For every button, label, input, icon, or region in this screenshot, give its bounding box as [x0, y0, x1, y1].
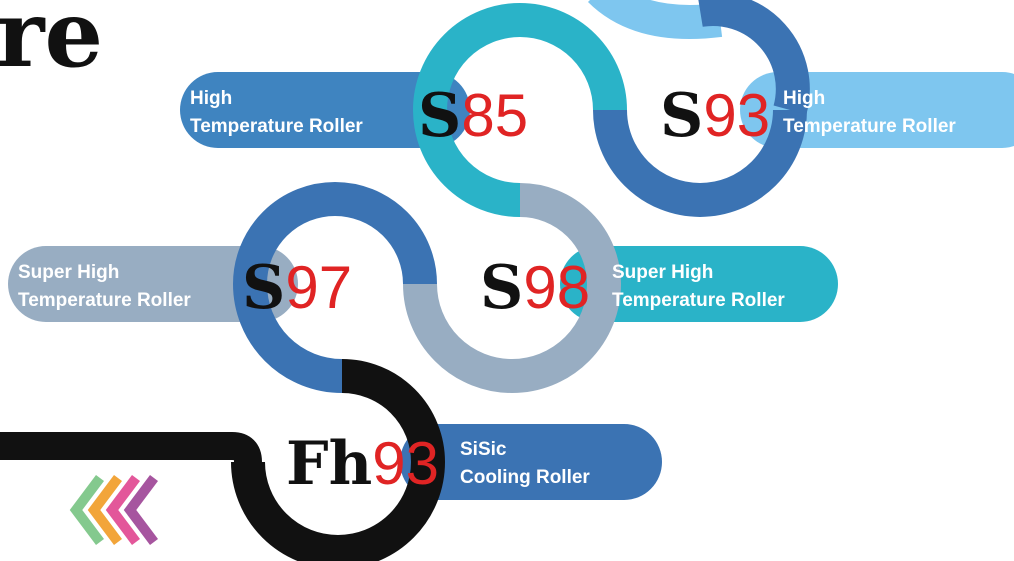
s93-code-letter: S — [660, 81, 703, 151]
s93-line2: Temperature Roller — [783, 116, 956, 137]
connector-black-line — [0, 446, 248, 462]
s98-code-letter: S — [480, 253, 523, 323]
s97-code-letter: S — [242, 253, 285, 323]
s98-code-number: 98 — [523, 254, 590, 321]
s93-code: S93 — [660, 81, 770, 151]
s85-line2: Temperature Roller — [190, 116, 363, 137]
s97-line2: Temperature Roller — [18, 290, 191, 311]
fh93-code-number: 93 — [372, 430, 439, 497]
s98-line1: Super High — [612, 262, 713, 283]
chevron-arrows-icon — [76, 478, 154, 542]
fh93-line2: Cooling Roller — [460, 467, 590, 488]
s85-code: S85 — [418, 81, 528, 151]
s98-code: S98 — [480, 253, 590, 323]
s97-code-number: 97 — [285, 254, 352, 321]
s93-code-number: 93 — [703, 82, 770, 149]
s97-line1: Super High — [18, 262, 119, 283]
fh93-line1: SiSic — [460, 439, 507, 460]
heading-fragment: re — [0, 0, 103, 88]
fh93-code-letter: Fh — [286, 429, 372, 499]
s85-code-letter: S — [418, 81, 461, 151]
s93-line1: High — [783, 88, 825, 109]
s98-line2: Temperature Roller — [612, 290, 785, 311]
s85-code-number: 85 — [461, 82, 528, 149]
fh93-code: Fh93 — [286, 429, 439, 499]
s97-code: S97 — [242, 253, 352, 323]
s85-line1: High — [190, 88, 232, 109]
